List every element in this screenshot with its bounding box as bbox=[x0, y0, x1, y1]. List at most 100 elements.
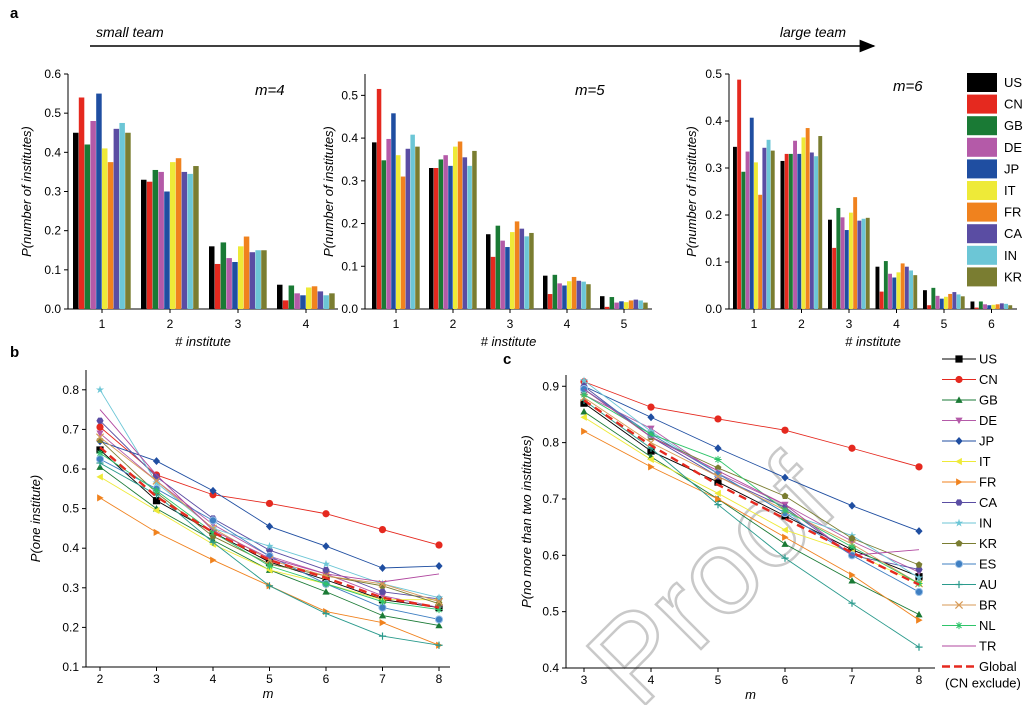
x-tick-label: 1 bbox=[751, 317, 758, 331]
bar-us-5 bbox=[923, 290, 927, 309]
point-ca bbox=[915, 566, 923, 573]
point-it bbox=[647, 455, 654, 464]
bar-ca-4 bbox=[904, 266, 909, 309]
point-au bbox=[915, 643, 923, 651]
point-us bbox=[714, 478, 722, 486]
point-es bbox=[434, 615, 444, 624]
legend-label-fr: FR bbox=[1004, 205, 1021, 220]
y-tick-label: 0.5 bbox=[542, 605, 559, 619]
bar-de-5 bbox=[614, 302, 619, 309]
legend-swatch-us bbox=[967, 73, 997, 92]
series-line-es bbox=[99, 458, 440, 620]
bar-cn-2 bbox=[433, 168, 439, 309]
x-tick-label: 5 bbox=[715, 673, 722, 687]
bar-ca-1 bbox=[405, 148, 411, 309]
bar-fr-1 bbox=[400, 176, 406, 309]
bar-de-1 bbox=[386, 138, 391, 309]
bar-in-6 bbox=[1004, 303, 1008, 309]
legend-marker-ca bbox=[955, 499, 963, 506]
bar-jp-1 bbox=[749, 117, 754, 310]
legend-marker-it bbox=[955, 457, 962, 466]
legend-label-kr: KR bbox=[1004, 269, 1022, 284]
bar-it-6 bbox=[991, 304, 996, 309]
legend-label-es: ES bbox=[979, 557, 997, 572]
bar-de-4 bbox=[557, 283, 562, 309]
legend-label-au: AU bbox=[979, 577, 997, 592]
bar-in-4 bbox=[323, 295, 329, 309]
point-jp bbox=[781, 473, 789, 482]
bar-jp-4 bbox=[562, 285, 567, 309]
bar-in-4 bbox=[909, 270, 913, 309]
legend-marker-kr bbox=[955, 539, 963, 547]
point-it bbox=[265, 566, 273, 574]
series-line-nl bbox=[583, 394, 920, 584]
bar-cn-2 bbox=[784, 153, 789, 309]
point-ca bbox=[378, 588, 387, 595]
point-nl bbox=[848, 543, 856, 551]
point-ca bbox=[96, 417, 104, 424]
y-tick-label: 0.2 bbox=[62, 620, 79, 634]
point-cn bbox=[781, 426, 789, 434]
point-nl bbox=[152, 487, 161, 495]
legend-label-it: IT bbox=[979, 454, 991, 469]
legend-swatch-in bbox=[967, 245, 997, 265]
bar-us-3 bbox=[209, 246, 215, 309]
point-au bbox=[96, 459, 104, 467]
x-tick-label: 1 bbox=[99, 317, 106, 331]
series-line-gb bbox=[583, 411, 920, 615]
legend-label-jp: JP bbox=[979, 434, 994, 449]
point-nl bbox=[435, 605, 443, 614]
legend-label-kr: KR bbox=[979, 536, 997, 551]
bar-fr-3 bbox=[853, 197, 858, 309]
y-axis-title: P(number of institutes) bbox=[684, 126, 699, 257]
legend-label-de: DE bbox=[979, 413, 997, 428]
bar-it-3 bbox=[849, 212, 853, 309]
x-tick-label: 7 bbox=[379, 672, 386, 686]
point-jp bbox=[647, 413, 655, 422]
bar-it-5 bbox=[944, 296, 948, 309]
point-fr bbox=[782, 533, 789, 541]
point-kr bbox=[435, 600, 443, 607]
y-tick-label: 0.5 bbox=[62, 502, 79, 516]
y-tick-label: 0.8 bbox=[62, 383, 79, 397]
legend-label-in: IN bbox=[979, 516, 992, 531]
x-axis-title: m bbox=[263, 686, 274, 701]
point-br bbox=[152, 476, 161, 485]
point-br bbox=[713, 472, 723, 481]
x-tick-label: 5 bbox=[266, 672, 273, 686]
bar-us-1 bbox=[733, 146, 737, 309]
point-cn bbox=[265, 499, 274, 508]
bar-kr-4 bbox=[586, 284, 591, 309]
bar-us-2 bbox=[780, 160, 785, 309]
bar-de-3 bbox=[840, 217, 845, 309]
y-tick-label: 0.3 bbox=[705, 161, 722, 175]
bar-ca-4 bbox=[317, 291, 324, 309]
y-tick-label: 0.3 bbox=[44, 185, 61, 199]
bar-us-6 bbox=[970, 301, 975, 309]
legend-swatch-kr bbox=[967, 267, 997, 287]
bar-chart-m5: 0.0 0.1 0.2 0.3 0.4 0.5 1 2 3 4 5 # institute P(numb… bbox=[321, 74, 652, 349]
bar-fr-4 bbox=[571, 276, 577, 309]
point-in bbox=[95, 385, 105, 394]
bar-de-2 bbox=[158, 171, 164, 309]
bar-kr-2 bbox=[193, 166, 199, 309]
bar-ca-1 bbox=[762, 147, 767, 309]
bar-de-3 bbox=[500, 240, 505, 309]
bar-us-1 bbox=[73, 132, 79, 309]
bar-gb-1 bbox=[84, 144, 91, 309]
y-tick-label: 0.2 bbox=[705, 208, 722, 222]
point-au bbox=[848, 599, 856, 607]
bar-fr-5 bbox=[948, 293, 953, 309]
bar-kr-2 bbox=[472, 150, 477, 309]
axis-lines bbox=[85, 370, 450, 668]
bar-cn-6 bbox=[974, 307, 979, 309]
bar-kr-5 bbox=[960, 296, 965, 309]
bar-in-1 bbox=[410, 134, 415, 309]
legend-marker-br bbox=[954, 600, 964, 610]
legend-swatch-ca bbox=[967, 224, 997, 244]
legend-label-ca: CA bbox=[979, 495, 997, 510]
y-tick-label: 0.7 bbox=[62, 422, 79, 436]
bar-in-3 bbox=[861, 218, 866, 309]
point-jp bbox=[435, 562, 443, 570]
x-tick-label: 6 bbox=[782, 673, 789, 687]
